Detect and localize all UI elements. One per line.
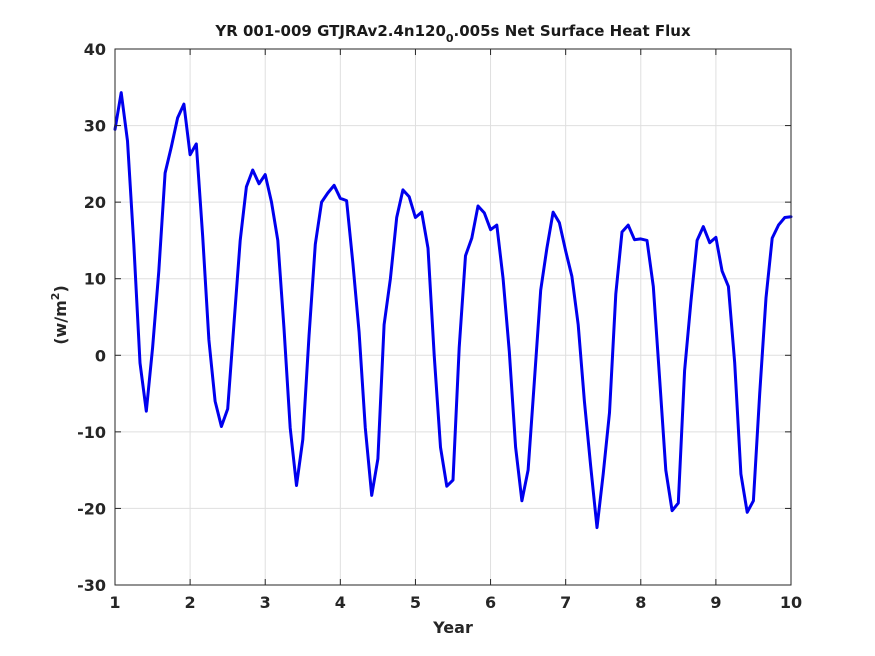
x-axis-label: Year <box>432 618 473 637</box>
y-axis-tick-labels: -30 -20 -10 0 10 20 30 40 <box>77 40 106 595</box>
chart-title-subscript: 0 <box>446 32 454 45</box>
chart-title-tail: .005s Net Surface Heat Flux <box>454 22 691 40</box>
y-tick-label: 0 <box>95 346 106 365</box>
y-axis-label-tail: ) <box>51 285 70 292</box>
x-tick-label: 3 <box>260 593 271 612</box>
y-axis-label-main: (w/m <box>51 300 70 345</box>
y-tick-label: 30 <box>84 117 106 136</box>
chart-title-main: YR 001-009 GTJRAv2.4n120 <box>214 22 446 40</box>
x-tick-label: 5 <box>410 593 421 612</box>
x-tick-label: 4 <box>335 593 346 612</box>
plot-area <box>113 91 793 530</box>
x-axis-tick-labels: 1 2 3 4 5 6 7 8 9 10 <box>109 593 802 612</box>
y-tick-label: 40 <box>84 40 106 59</box>
y-tick-label: -10 <box>77 423 106 442</box>
x-tick-label: 1 <box>109 593 120 612</box>
x-tick-label: 10 <box>780 593 802 612</box>
y-tick-label: 20 <box>84 193 106 212</box>
axis-ticks <box>114 48 792 586</box>
y-tick-label: -30 <box>77 576 106 595</box>
x-tick-label: 9 <box>710 593 721 612</box>
series-line <box>113 91 793 530</box>
y-axis-label: (w/m2) <box>49 285 70 345</box>
x-tick-label: 6 <box>485 593 496 612</box>
y-axis-label-superscript: 2 <box>49 293 62 301</box>
chart-title: YR 001-009 GTJRAv2.4n1200.005s Net Surfa… <box>214 22 691 45</box>
y-tick-label: 10 <box>84 270 106 289</box>
x-tick-label: 8 <box>635 593 646 612</box>
x-tick-label: 2 <box>185 593 196 612</box>
y-tick-label: -20 <box>77 499 106 518</box>
x-tick-label: 7 <box>560 593 571 612</box>
axes-frame <box>114 48 792 586</box>
